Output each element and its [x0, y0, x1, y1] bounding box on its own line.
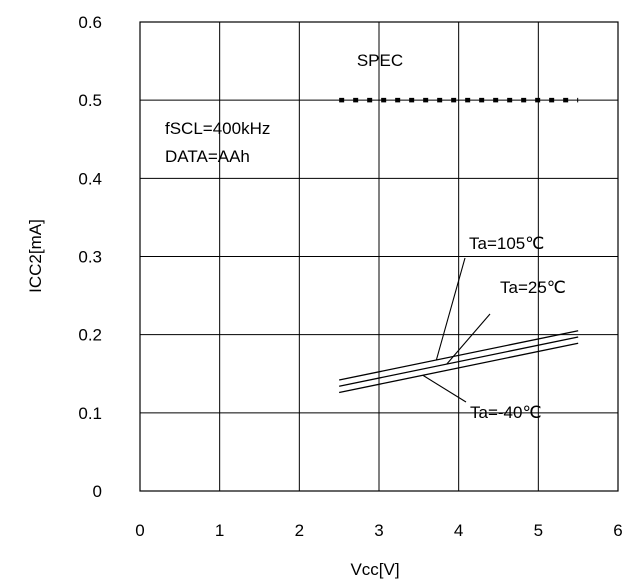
- y-tick-label-0-6: 0.6: [78, 13, 102, 32]
- x-tick-label-6: 6: [613, 521, 622, 540]
- y-tick-label-0-5: 0.5: [78, 91, 102, 110]
- y-tick-label-0-1: 0.1: [78, 404, 102, 423]
- y-tick-label-0: 0: [93, 482, 102, 501]
- x-tick-labels: 0 1 2 3 4 5 6: [135, 521, 622, 540]
- series-line-ta-40: [339, 342, 579, 394]
- leader-layer: [422, 257, 491, 403]
- x-tick-label-4: 4: [454, 521, 463, 540]
- series-label-ta-105: Ta=105℃: [469, 234, 544, 253]
- condition-fscl: fSCL=400kHz: [165, 119, 270, 138]
- series-line-ta-25: [339, 336, 579, 387]
- series-layer: [339, 330, 579, 394]
- y-axis-label: ICC2[mA]: [26, 219, 45, 293]
- plot-frame: [139, 21, 619, 492]
- y-tick-label-0-4: 0.4: [78, 169, 102, 188]
- leader-line-ta-40: [422, 374, 467, 403]
- x-axis-label: Vcc[V]: [350, 560, 399, 579]
- x-tick-label-5: 5: [534, 521, 543, 540]
- x-tick-label-2: 2: [295, 521, 304, 540]
- y-tick-labels: 0 0.1 0.2 0.3 0.4 0.5 0.6: [78, 13, 102, 501]
- series-line-ta-105: [339, 330, 579, 381]
- leader-line-ta-105: [435, 257, 466, 361]
- x-tick-label-1: 1: [215, 521, 224, 540]
- condition-data: DATA=AAh: [165, 147, 250, 166]
- y-tick-label-0-2: 0.2: [78, 326, 102, 345]
- y-tick-label-0-3: 0.3: [78, 248, 102, 267]
- series-label-ta-minus-40: Ta=-40℃: [470, 403, 542, 422]
- spec-label: SPEC: [357, 51, 403, 70]
- x-tick-label-0: 0: [135, 521, 144, 540]
- x-tick-label-3: 3: [374, 521, 383, 540]
- leader-line-ta-25: [446, 313, 491, 365]
- series-label-ta-25: Ta=25℃: [500, 278, 566, 297]
